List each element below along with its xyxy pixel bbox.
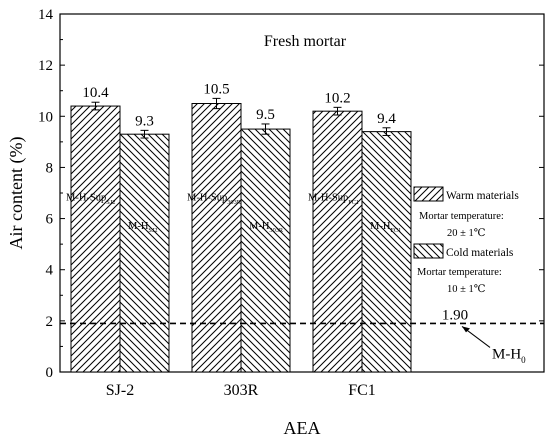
y-tick-label: 0 xyxy=(46,365,54,381)
bar-label: M-H-Sup303R xyxy=(187,193,242,206)
bar xyxy=(70,105,121,373)
data-label: 10.5 xyxy=(203,81,229,97)
bar xyxy=(191,103,242,373)
x-tick-label: SJ-2 xyxy=(106,382,134,399)
legend-note-warm-line1: Mortar temperature: xyxy=(419,211,504,222)
x-axis-label: AEA xyxy=(284,418,321,438)
reference-line-value: 1.90 xyxy=(442,307,468,323)
chart-title: Fresh mortar xyxy=(264,33,347,50)
x-axis: SJ-2 303R FC1 xyxy=(106,367,376,399)
data-label: 10.4 xyxy=(82,85,109,101)
legend-label-cold: Cold materials xyxy=(446,247,514,259)
y-tick-label: 14 xyxy=(38,7,54,23)
reference-line-annotation: M-H0 xyxy=(492,346,526,365)
legend-note-cold-line2: 10 ± 1℃ xyxy=(447,284,486,295)
legend-swatch-warm xyxy=(413,186,444,202)
y-tick-label: 6 xyxy=(46,212,54,228)
bar xyxy=(312,110,363,373)
y-tick-label: 12 xyxy=(38,58,53,74)
legend-note-cold-line1: Mortar temperature: xyxy=(417,267,502,278)
y-axis: 0 2 4 6 8 10 12 14 xyxy=(38,7,544,381)
bar-label: M-H303R xyxy=(249,221,284,234)
bar-label: M-HFC1 xyxy=(370,221,401,234)
bar-label: M-H-SupSJ2 xyxy=(66,193,115,206)
y-axis-label: Air content (%) xyxy=(6,137,27,250)
legend: Warm materials Mortar temperature: 20 ± … xyxy=(413,186,519,295)
bars: 10.4 M-H-SupSJ2 10.5 M-H-Sup303R 10.2 M-H-Sup… xyxy=(66,81,412,373)
bar-label: M-HSJ2 xyxy=(128,221,158,234)
y-tick-label: 8 xyxy=(46,160,54,176)
reference-line-arrowhead xyxy=(462,326,470,333)
bar xyxy=(240,128,291,373)
y-tick-label: 4 xyxy=(46,263,54,279)
bar-label: M-H-SupFC1 xyxy=(308,193,359,206)
data-label: 9.4 xyxy=(377,111,396,127)
legend-note-warm-line2: 20 ± 1℃ xyxy=(447,228,486,239)
reference-line-group: 1.90 M-H0 xyxy=(60,307,544,365)
bar xyxy=(119,133,170,373)
x-tick-label: FC1 xyxy=(348,382,376,399)
y-tick-label: 10 xyxy=(38,109,53,125)
x-tick-label: 303R xyxy=(224,382,259,399)
legend-swatch-cold xyxy=(413,243,444,259)
data-label: 9.5 xyxy=(256,107,275,123)
data-label: 10.2 xyxy=(324,90,350,106)
data-label: 9.3 xyxy=(135,113,154,129)
legend-label-warm: Warm materials xyxy=(446,190,519,202)
y-tick-label: 2 xyxy=(46,314,54,330)
bar xyxy=(361,131,412,373)
